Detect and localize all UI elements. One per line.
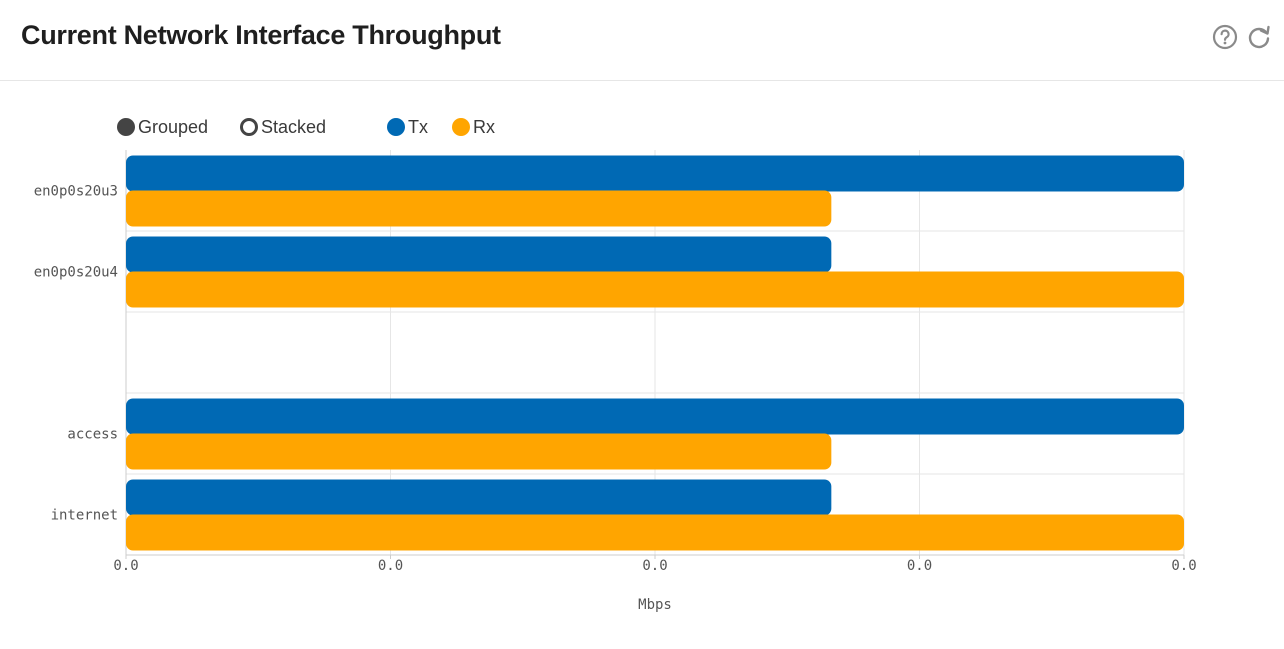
legend-item-rx[interactable]: Rx — [452, 115, 495, 139]
refresh-icon[interactable] — [1246, 24, 1272, 50]
panel-title: Current Network Interface Throughput — [21, 20, 501, 50]
y-tick-label: access — [67, 427, 118, 443]
x-tick-label: 0.0 — [907, 558, 932, 574]
stacked-label: Stacked — [261, 116, 327, 137]
legend-label-rx: Rx — [473, 116, 495, 137]
grouped-radio[interactable]: Grouped — [117, 115, 208, 139]
x-tick-label: 0.0 — [378, 558, 403, 574]
bar-rx-internet — [126, 514, 1184, 551]
legend-swatch-rx — [452, 118, 470, 136]
bar-rx-en0p0s20u3 — [126, 190, 832, 227]
chart-controls: Grouped Stacked Tx Rx — [0, 115, 1284, 139]
legend-swatch-tx — [387, 118, 405, 136]
bar-tx-access — [126, 398, 1184, 435]
x-axis-title: Mbps — [638, 597, 672, 613]
stacked-radio-indicator — [240, 118, 258, 136]
throughput-bar-chart: en0p0s20u3 en0p0s20u4 access internet 0.0 0.0… — [34, 150, 1197, 613]
panel-header: Current Network Interface Throughput — [0, 0, 1284, 81]
grouped-radio-indicator — [117, 118, 135, 136]
legend-label-tx: Tx — [408, 116, 428, 137]
x-tick-label: 0.0 — [113, 558, 138, 574]
y-tick-label: internet — [51, 508, 118, 524]
y-tick-label: en0p0s20u3 — [34, 184, 118, 200]
x-tick-label: 0.0 — [642, 558, 667, 574]
legend-item-tx[interactable]: Tx — [387, 115, 428, 139]
bar-tx-internet — [126, 479, 832, 516]
help-circle-icon[interactable] — [1212, 24, 1238, 50]
x-tick-label: 0.0 — [1171, 558, 1196, 574]
bar-tx-en0p0s20u3 — [126, 155, 1184, 192]
bar-rx-access — [126, 433, 832, 470]
y-tick-label: en0p0s20u4 — [34, 265, 118, 281]
bar-tx-en0p0s20u4 — [126, 236, 832, 273]
bar-rx-en0p0s20u4 — [126, 271, 1184, 308]
stacked-radio[interactable]: Stacked — [240, 115, 326, 139]
grouped-label: Grouped — [138, 116, 209, 137]
